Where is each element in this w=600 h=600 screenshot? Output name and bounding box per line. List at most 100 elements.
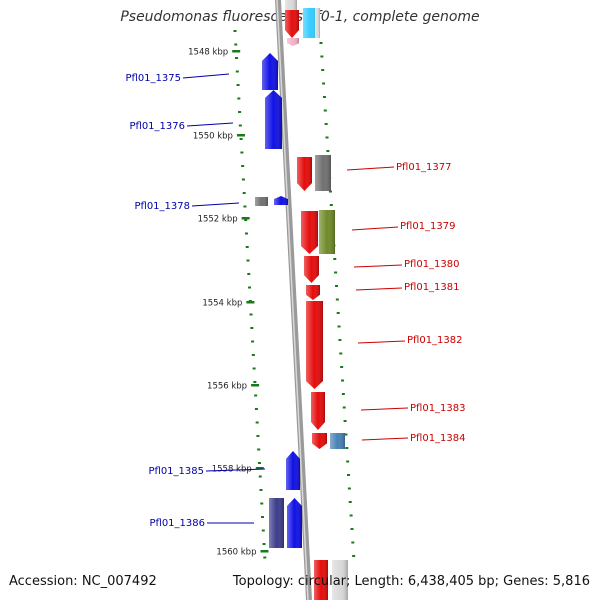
ruler-dot-left [235, 57, 239, 59]
ruler-tick-mark [255, 467, 264, 470]
ruler-dot-right [322, 96, 326, 98]
ruler-ticks: 1548 kbp 1550 kbp 1552 kbp 1554 kbp 1556 kbp… [188, 48, 269, 558]
accession-text: Accession: NC_007492 [9, 574, 157, 589]
genome-backbone [275, 0, 312, 600]
ruler-dot-right [341, 379, 345, 382]
ruler-dot-left [262, 543, 266, 545]
ruler-dot-right [323, 109, 327, 112]
gene-labels: Pfl01_1375 Pfl01_1376 Pfl01_1378 Pfl01_1385… [125, 73, 465, 529]
gene-pfl01-1384b [330, 433, 345, 449]
gene-top-gray-2 [315, 8, 320, 38]
ruler-dot-left [236, 84, 240, 86]
ruler-dot-right [321, 69, 325, 71]
gene-top-gray [285, 0, 297, 10]
gene-pfl01-1383 [311, 392, 325, 430]
ruler-tick-label: 1560 kbp [216, 548, 256, 558]
ruler-dot-left [246, 259, 250, 262]
gene-top-cyan [303, 8, 318, 38]
ruler-dot-right [322, 82, 326, 85]
ruler-tick-mark [232, 50, 241, 53]
gene-top-pink [287, 38, 299, 46]
ruler-dot-right [338, 339, 342, 341]
label-leader-line [357, 340, 406, 344]
label-leader-line [355, 287, 403, 291]
gene-label-minus: Pfl01_1384 [410, 433, 466, 444]
ruler-dot-left [247, 273, 251, 275]
ruler-dot-left [263, 556, 267, 559]
ruler-dot-left [241, 178, 245, 181]
label-leader-line [361, 437, 409, 441]
ruler-dot-left [254, 394, 258, 397]
label-leader-line [186, 122, 234, 127]
ruler-dot-right [343, 420, 347, 422]
gene-bottom-red [314, 560, 328, 600]
ruler-dots [233, 30, 356, 559]
ruler-dot-right [335, 298, 339, 301]
ruler-dot-right [329, 204, 333, 206]
gene-label-minus: Pfl01_1381 [404, 282, 460, 293]
ruler-dot-right [340, 366, 344, 368]
ruler-dot-left [256, 435, 260, 437]
ruler-dot-left [257, 448, 261, 451]
gene-pfl01-1379 [301, 211, 318, 254]
ruler-dot-left [252, 367, 256, 370]
gene-label-minus: Pfl01_1383 [410, 403, 466, 414]
ruler-dot-left [240, 151, 244, 154]
gene-pfl01-1378b [274, 196, 288, 205]
ruler-tick-label: 1554 kbp [202, 299, 242, 309]
ruler-tick-label: 1556 kbp [207, 382, 247, 392]
ruler-tick-label: 1548 kbp [188, 48, 228, 58]
ruler-dot-right [347, 474, 351, 476]
gene-features [255, 0, 348, 600]
gene-pfl01-1384 [312, 433, 327, 449]
gene-label-minus: Pfl01_1382 [407, 335, 463, 346]
label-leader-line [346, 166, 395, 171]
ruler-dot-left [250, 327, 254, 329]
gene-pfl01-1379b [319, 210, 335, 254]
gene-label-plus: Pfl01_1375 [125, 73, 181, 84]
gene-bottom-gray [332, 560, 348, 600]
ruler-dot-right [352, 555, 356, 557]
gene-pfl01-1377 [297, 157, 312, 191]
ruler-tick-mark [251, 384, 260, 387]
genome-backbone-highlight [276, 0, 309, 600]
ruler-dot-left [234, 43, 238, 46]
ruler-dot-right [342, 406, 346, 409]
ruler-dot-right [325, 136, 329, 139]
ruler-dot-right [337, 325, 341, 328]
ruler-dot-left [261, 529, 265, 532]
ruler-dot-left [260, 502, 264, 505]
gene-pfl01-1381 [306, 285, 320, 300]
ruler-tick-mark [241, 217, 250, 220]
ruler-dot-right [336, 312, 340, 314]
ruler-dot-left [254, 408, 258, 410]
ruler-dot-left [248, 286, 252, 289]
ruler-dot-left [251, 354, 255, 356]
ruler-dot-left [259, 489, 263, 491]
gene-pfl01-1385 [286, 451, 300, 490]
ruler-dot-right [351, 541, 355, 544]
ruler-dot-left [257, 462, 261, 464]
ruler-dot-right [345, 447, 349, 449]
label-leader-line [351, 226, 399, 231]
gene-label-minus: Pfl01_1377 [396, 162, 452, 173]
gene-label-plus: Pfl01_1386 [149, 518, 205, 529]
ruler-dot-left [244, 232, 248, 235]
ruler-dot-right [339, 352, 343, 355]
ruler-dot-left [245, 246, 249, 248]
ruler-tick-label: 1550 kbp [193, 132, 233, 142]
ruler-dot-left [237, 97, 241, 100]
ruler-tick-mark [246, 301, 255, 304]
ruler-tick-label: 1552 kbp [198, 215, 238, 225]
ruler-dot-left [261, 516, 265, 518]
gene-label-plus: Pfl01_1378 [134, 201, 190, 212]
ruler-dot-left [242, 192, 246, 194]
ruler-dot-right [334, 285, 338, 287]
gene-label-plus: Pfl01_1376 [129, 121, 185, 132]
ruler-dot-right [348, 501, 352, 503]
gene-label-minus: Pfl01_1380 [404, 259, 460, 270]
ruler-dot-right [324, 123, 328, 125]
ruler-dot-right [347, 487, 351, 490]
